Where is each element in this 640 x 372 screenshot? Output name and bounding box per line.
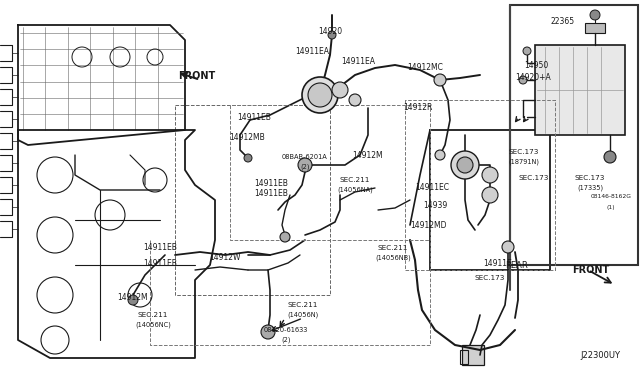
- Text: 14939: 14939: [423, 201, 447, 209]
- Circle shape: [519, 76, 527, 84]
- Circle shape: [328, 31, 336, 39]
- Circle shape: [280, 232, 290, 242]
- Text: SEC.173: SEC.173: [575, 175, 605, 181]
- Circle shape: [482, 187, 498, 203]
- Circle shape: [435, 150, 445, 160]
- Text: 08120-61633: 08120-61633: [264, 327, 308, 333]
- Text: (14056NB): (14056NB): [375, 255, 411, 261]
- Text: 14911EB: 14911EB: [237, 113, 271, 122]
- Text: 14911EB: 14911EB: [143, 259, 177, 267]
- Text: (14056NC): (14056NC): [135, 322, 171, 328]
- Text: 08146-8162G: 08146-8162G: [591, 195, 632, 199]
- Circle shape: [604, 151, 616, 163]
- Text: FRONT: FRONT: [572, 265, 610, 275]
- Circle shape: [349, 94, 361, 106]
- Bar: [535, 45, 625, 135]
- Text: (2): (2): [300, 164, 310, 170]
- Text: 14912MD: 14912MD: [410, 221, 446, 231]
- Text: 14911EB: 14911EB: [254, 179, 288, 187]
- Text: (17335): (17335): [577, 185, 603, 191]
- Text: SEC.211: SEC.211: [378, 245, 408, 251]
- Text: (1): (1): [607, 205, 615, 209]
- Text: 14912MC: 14912MC: [407, 64, 443, 73]
- Circle shape: [434, 74, 446, 86]
- Circle shape: [261, 325, 275, 339]
- Circle shape: [457, 157, 473, 173]
- Text: (2): (2): [281, 337, 291, 343]
- Text: 14911EB: 14911EB: [254, 189, 288, 198]
- Circle shape: [502, 241, 514, 253]
- Circle shape: [298, 158, 312, 172]
- Text: 14912M: 14912M: [353, 151, 383, 160]
- Text: REAR: REAR: [506, 260, 529, 269]
- Text: J22300UY: J22300UY: [580, 350, 620, 359]
- Text: (14056NA): (14056NA): [337, 187, 373, 193]
- Bar: [585, 23, 605, 33]
- Text: SEC.173: SEC.173: [519, 175, 549, 181]
- Text: 14911EC: 14911EC: [415, 183, 449, 192]
- Circle shape: [523, 47, 531, 55]
- Text: 14912R: 14912R: [403, 103, 433, 112]
- Text: 14911EA: 14911EA: [341, 58, 375, 67]
- Circle shape: [451, 151, 479, 179]
- Text: 22365: 22365: [551, 17, 575, 26]
- Bar: [462, 345, 484, 365]
- Bar: [510, 5, 638, 265]
- Circle shape: [308, 83, 332, 107]
- Text: 14911EB: 14911EB: [143, 244, 177, 253]
- Text: SEC.211: SEC.211: [288, 302, 318, 308]
- Bar: [430, 130, 550, 270]
- Circle shape: [244, 154, 252, 162]
- Text: SEC.211: SEC.211: [340, 177, 370, 183]
- Circle shape: [332, 82, 348, 98]
- Text: 14911EA: 14911EA: [295, 48, 329, 57]
- Circle shape: [590, 10, 600, 20]
- Text: 14912M: 14912M: [118, 294, 148, 302]
- Text: 14911E: 14911E: [484, 259, 513, 267]
- Circle shape: [302, 77, 338, 113]
- Text: (18791N): (18791N): [509, 159, 540, 165]
- Text: 08BAB-6201A: 08BAB-6201A: [282, 154, 328, 160]
- Text: 14920+A: 14920+A: [515, 73, 551, 81]
- Circle shape: [128, 295, 138, 305]
- Bar: [460, 350, 468, 364]
- Text: 14912W: 14912W: [209, 253, 241, 263]
- Text: SEC.173: SEC.173: [509, 149, 539, 155]
- Text: 14950: 14950: [524, 61, 548, 70]
- Text: FRONT: FRONT: [179, 71, 216, 81]
- Circle shape: [482, 167, 498, 183]
- Text: 14920: 14920: [318, 28, 342, 36]
- Text: (14056N): (14056N): [287, 312, 319, 318]
- Text: SEC.173: SEC.173: [475, 275, 505, 281]
- Text: SEC.211: SEC.211: [138, 312, 168, 318]
- Bar: [175, 105, 330, 295]
- Text: 14912MB: 14912MB: [229, 134, 265, 142]
